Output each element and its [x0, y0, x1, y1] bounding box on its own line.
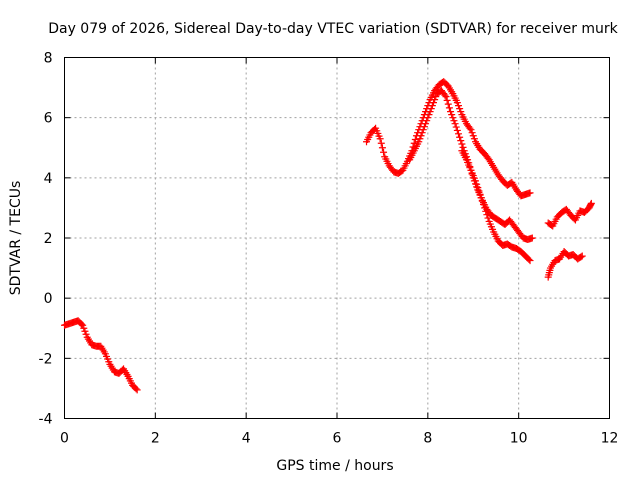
- x-tick-label: 8: [423, 431, 432, 447]
- data-point: [470, 135, 478, 143]
- x-tick-labels: 0 2 4 6 8 10 12: [60, 431, 618, 447]
- data-point: [132, 385, 140, 393]
- data-point: [456, 133, 464, 141]
- data-point: [477, 194, 485, 202]
- data-point: [82, 330, 90, 338]
- data-point: [380, 148, 388, 156]
- data-point: [448, 111, 456, 119]
- x-tick-label: 4: [242, 431, 251, 447]
- y-tick-label: -2: [39, 351, 53, 367]
- segment-4: [458, 147, 534, 265]
- data-point: [466, 124, 474, 132]
- data-point: [133, 386, 141, 394]
- y-tick-label: 6: [44, 111, 53, 127]
- data-point: [378, 144, 386, 152]
- data-point: [587, 199, 595, 207]
- data-point: [457, 137, 465, 145]
- data-point: [415, 138, 423, 146]
- data-point: [416, 135, 424, 143]
- data-point: [478, 197, 486, 205]
- data-point: [419, 126, 427, 134]
- data-point: [79, 321, 87, 329]
- data-point: [577, 253, 585, 261]
- data-point: [526, 189, 534, 197]
- data-point: [525, 255, 533, 263]
- data-point: [423, 117, 431, 125]
- data-point: [453, 99, 461, 107]
- x-axis-label: GPS time / hours: [276, 458, 393, 474]
- data-point: [447, 108, 455, 116]
- x-tick-label: 12: [601, 431, 619, 447]
- data-point: [445, 104, 453, 112]
- data-point: [454, 130, 462, 138]
- chart-title: Day 079 of 2026, Sidereal Day-to-day VTE…: [48, 21, 618, 37]
- segment-2: [363, 78, 534, 200]
- data-point: [444, 100, 452, 108]
- data-point: [78, 320, 86, 328]
- data-point: [475, 187, 483, 195]
- data-point: [451, 120, 459, 128]
- data-point: [473, 180, 481, 188]
- segment-1: [61, 317, 141, 394]
- data-point: [474, 184, 482, 192]
- data-point: [449, 114, 457, 122]
- data-point: [420, 123, 428, 131]
- data-point: [441, 91, 449, 99]
- data-point: [453, 126, 461, 134]
- data-point: [442, 93, 450, 101]
- data-point: [454, 102, 462, 110]
- y-tick-labels: -4 -2 0 2 4 6 8: [39, 51, 53, 428]
- data-point: [476, 190, 484, 198]
- data-point: [428, 102, 436, 110]
- data-point: [578, 252, 586, 260]
- data-point: [427, 105, 435, 113]
- data-point: [457, 108, 465, 116]
- data-point: [80, 324, 88, 332]
- data-point: [467, 126, 475, 134]
- data-point: [432, 93, 440, 101]
- data-point: [528, 234, 536, 242]
- data-point: [424, 114, 432, 122]
- data-point: [452, 123, 460, 131]
- axis-ticks: [64, 57, 610, 419]
- x-tick-label: 10: [510, 431, 528, 447]
- segment-5: [544, 199, 595, 230]
- data-point: [469, 132, 477, 140]
- data-point: [426, 108, 434, 116]
- data-point: [431, 96, 439, 104]
- data-point: [418, 129, 426, 137]
- data-point: [526, 257, 534, 265]
- data-point: [422, 120, 430, 128]
- data-point: [472, 177, 480, 185]
- y-tick-label: 0: [44, 291, 53, 307]
- data-point: [481, 204, 489, 212]
- data-point: [450, 117, 458, 125]
- data-point: [430, 99, 438, 107]
- data-point: [425, 111, 433, 119]
- data-point: [376, 135, 384, 143]
- y-tick-label: -4: [39, 412, 53, 428]
- data-point: [484, 214, 492, 222]
- data-point: [458, 140, 466, 148]
- data-point: [479, 201, 487, 209]
- data-point: [482, 207, 490, 215]
- segment-6: [544, 248, 586, 281]
- data-point: [483, 211, 491, 219]
- data-point: [443, 96, 451, 104]
- y-axis-label: SDTVAR / TECUs: [8, 181, 24, 296]
- data-point: [417, 132, 425, 140]
- data-point: [456, 105, 464, 113]
- y-tick-label: 8: [44, 51, 53, 67]
- data-points: [61, 78, 595, 394]
- x-tick-label: 0: [60, 431, 69, 447]
- data-point: [377, 139, 385, 147]
- data-point: [468, 129, 476, 137]
- data-point: [81, 327, 89, 335]
- x-tick-label: 2: [151, 431, 160, 447]
- x-tick-label: 6: [333, 431, 342, 447]
- y-tick-label: 4: [44, 171, 53, 187]
- y-tick-label: 2: [44, 231, 53, 247]
